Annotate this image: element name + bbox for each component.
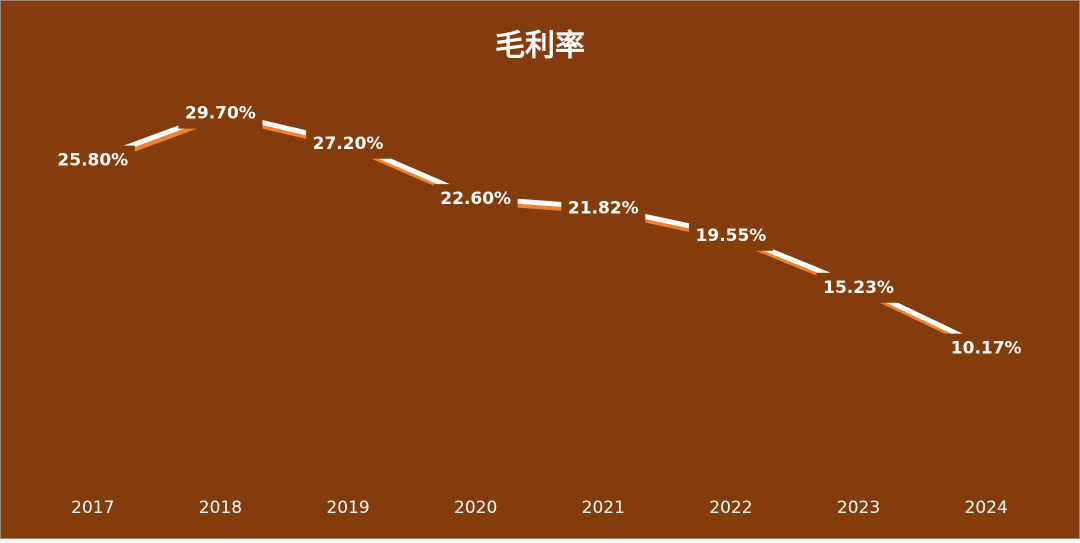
label-backdrop (50, 145, 135, 176)
x-tick-label: 2019 (326, 498, 369, 518)
label-backdrop (178, 98, 263, 129)
x-tick-label: 2024 (965, 498, 1008, 518)
label-backdrop (306, 128, 391, 159)
label-backdrop (561, 193, 646, 224)
data-label: 27.20% (313, 134, 384, 154)
x-tick-label: 2017 (71, 498, 114, 518)
x-tick-label: 2021 (582, 498, 625, 518)
label-backdrop (688, 220, 773, 251)
data-label: 15.23% (823, 278, 894, 298)
data-label: 21.82% (568, 198, 639, 218)
label-backdrop (944, 333, 1029, 364)
data-label: 19.55% (696, 226, 767, 246)
data-label: 22.60% (440, 189, 511, 209)
x-tick-label: 2020 (454, 498, 497, 518)
label-backdrop (816, 272, 901, 303)
label-backdrop (433, 184, 518, 215)
data-label: 25.80% (57, 151, 128, 171)
chart-title: 毛利率 (495, 29, 585, 64)
data-label: 29.70% (185, 104, 256, 124)
x-tick-label: 2023 (837, 498, 880, 518)
x-tick-label: 2018 (199, 498, 242, 518)
data-label: 10.17% (951, 339, 1022, 359)
x-tick-label: 2022 (709, 498, 752, 518)
